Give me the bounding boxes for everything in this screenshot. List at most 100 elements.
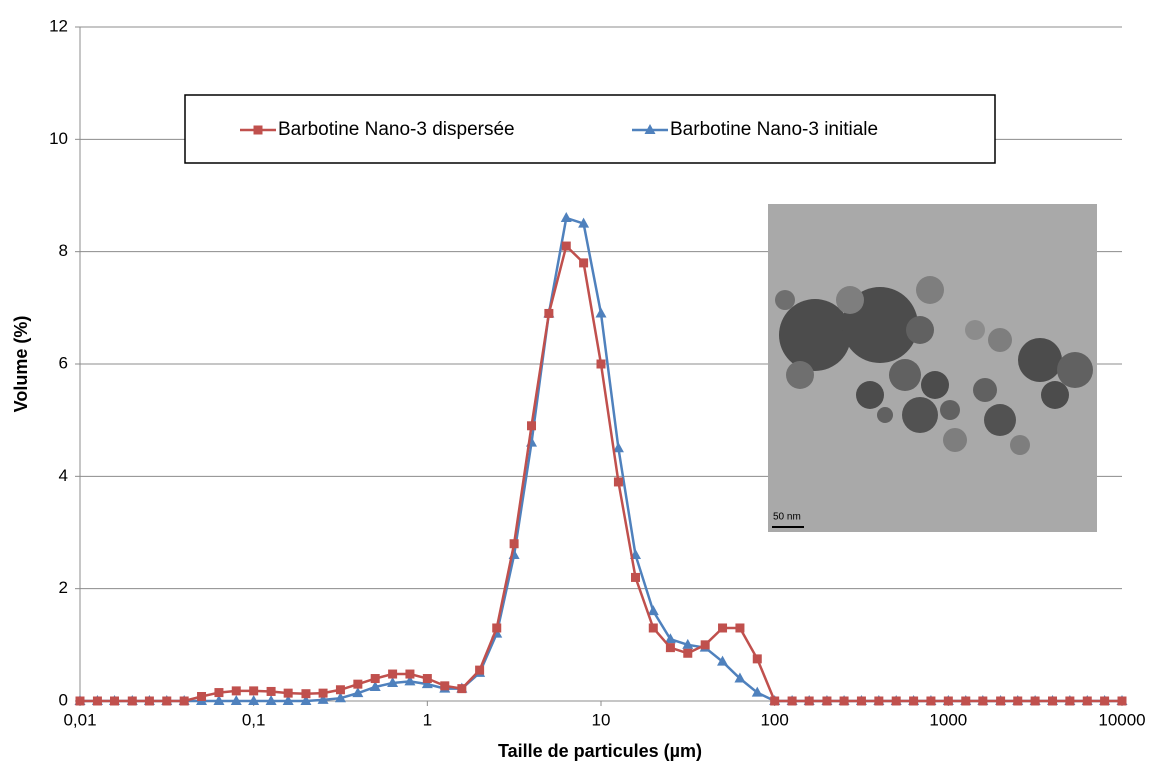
data-point — [544, 308, 554, 318]
inset-scale-label: 50 nm — [773, 512, 801, 523]
data-point — [996, 696, 1006, 706]
data-point — [92, 696, 102, 706]
data-point — [596, 359, 606, 369]
x-tick-label: 1 — [423, 710, 432, 729]
data-point — [353, 679, 363, 689]
x-tick-label: 0,01 — [63, 710, 96, 729]
x-tick-label: 100 — [760, 710, 788, 729]
data-point — [683, 648, 693, 658]
data-point — [752, 654, 762, 664]
data-point — [1082, 696, 1092, 706]
y-tick-label: 6 — [59, 353, 68, 372]
data-point — [665, 643, 675, 653]
data-point — [612, 442, 624, 453]
data-point — [856, 696, 866, 706]
data-point — [214, 688, 224, 698]
data-point — [179, 696, 189, 706]
data-point — [961, 696, 971, 706]
data-point — [317, 693, 329, 704]
legend-label: Barbotine Nano-3 initiale — [670, 119, 878, 140]
data-point — [1013, 696, 1023, 706]
data-point — [370, 674, 380, 684]
data-point — [230, 695, 242, 705]
data-point — [475, 665, 485, 675]
data-point — [527, 421, 537, 431]
data-point — [213, 695, 225, 705]
x-axis-label: Taille de particules (µm) — [498, 741, 702, 761]
data-point — [352, 687, 364, 698]
data-point — [1065, 696, 1075, 706]
data-point — [943, 696, 953, 706]
data-point — [300, 695, 312, 705]
data-point — [335, 685, 345, 695]
data-point — [734, 672, 746, 683]
legend-marker — [644, 124, 656, 134]
y-tick-label: 4 — [59, 466, 68, 485]
data-point — [369, 680, 381, 691]
x-tick-label: 1000 — [929, 710, 967, 729]
y-tick-label: 10 — [49, 129, 68, 148]
data-point — [787, 696, 797, 706]
data-point — [110, 696, 120, 706]
data-point — [388, 669, 398, 679]
data-point — [664, 633, 676, 644]
legend: Barbotine Nano-3 dispersée Barbotine Nano… — [184, 94, 996, 164]
y-tick-label: 2 — [59, 578, 68, 597]
data-point — [144, 696, 154, 706]
data-point — [283, 688, 293, 698]
data-point — [404, 675, 416, 686]
x-tick-label: 10 — [592, 710, 611, 729]
data-point — [231, 686, 241, 696]
y-tick-label: 12 — [49, 16, 68, 35]
data-point — [318, 688, 328, 698]
data-point — [648, 623, 658, 633]
data-point — [421, 678, 433, 689]
data-point — [405, 669, 415, 679]
data-point — [978, 696, 988, 706]
data-point — [422, 674, 432, 684]
x-tick-label: 0,1 — [242, 710, 266, 729]
data-point — [613, 477, 623, 487]
data-point — [579, 258, 589, 268]
data-point — [647, 605, 659, 616]
legend-label: Barbotine Nano-3 dispersée — [278, 119, 515, 140]
data-point — [249, 686, 259, 696]
data-point — [926, 696, 936, 706]
data-point — [127, 696, 137, 706]
y-axis-label: Volume (%) — [11, 316, 31, 413]
data-point — [248, 695, 260, 705]
data-point — [75, 696, 85, 706]
data-point — [162, 696, 172, 706]
data-point — [631, 572, 641, 582]
data-point — [197, 692, 207, 702]
data-point — [839, 696, 849, 706]
x-tick-label: 10000 — [1098, 710, 1145, 729]
data-point — [718, 623, 728, 633]
data-point — [735, 623, 745, 633]
inset-micrograph: 50 nm — [768, 204, 1097, 532]
data-point — [682, 638, 694, 649]
data-point — [282, 695, 294, 705]
y-tick-label: 0 — [59, 690, 68, 709]
data-point — [1100, 696, 1110, 706]
data-point — [265, 695, 277, 705]
data-point — [1048, 696, 1058, 706]
y-tick-label: 8 — [59, 241, 68, 260]
data-point — [595, 307, 607, 318]
data-point — [700, 640, 710, 650]
data-point — [560, 211, 572, 222]
data-point — [387, 677, 399, 688]
data-point — [334, 692, 346, 703]
data-point — [874, 696, 884, 706]
legend-marker — [253, 125, 263, 135]
data-point — [509, 539, 519, 549]
legend-box — [184, 94, 996, 164]
data-point — [1030, 696, 1040, 706]
data-point — [751, 686, 763, 697]
data-point — [891, 696, 901, 706]
data-point — [561, 241, 571, 251]
data-point — [492, 623, 502, 633]
data-point — [717, 655, 729, 666]
data-point — [1117, 696, 1127, 706]
